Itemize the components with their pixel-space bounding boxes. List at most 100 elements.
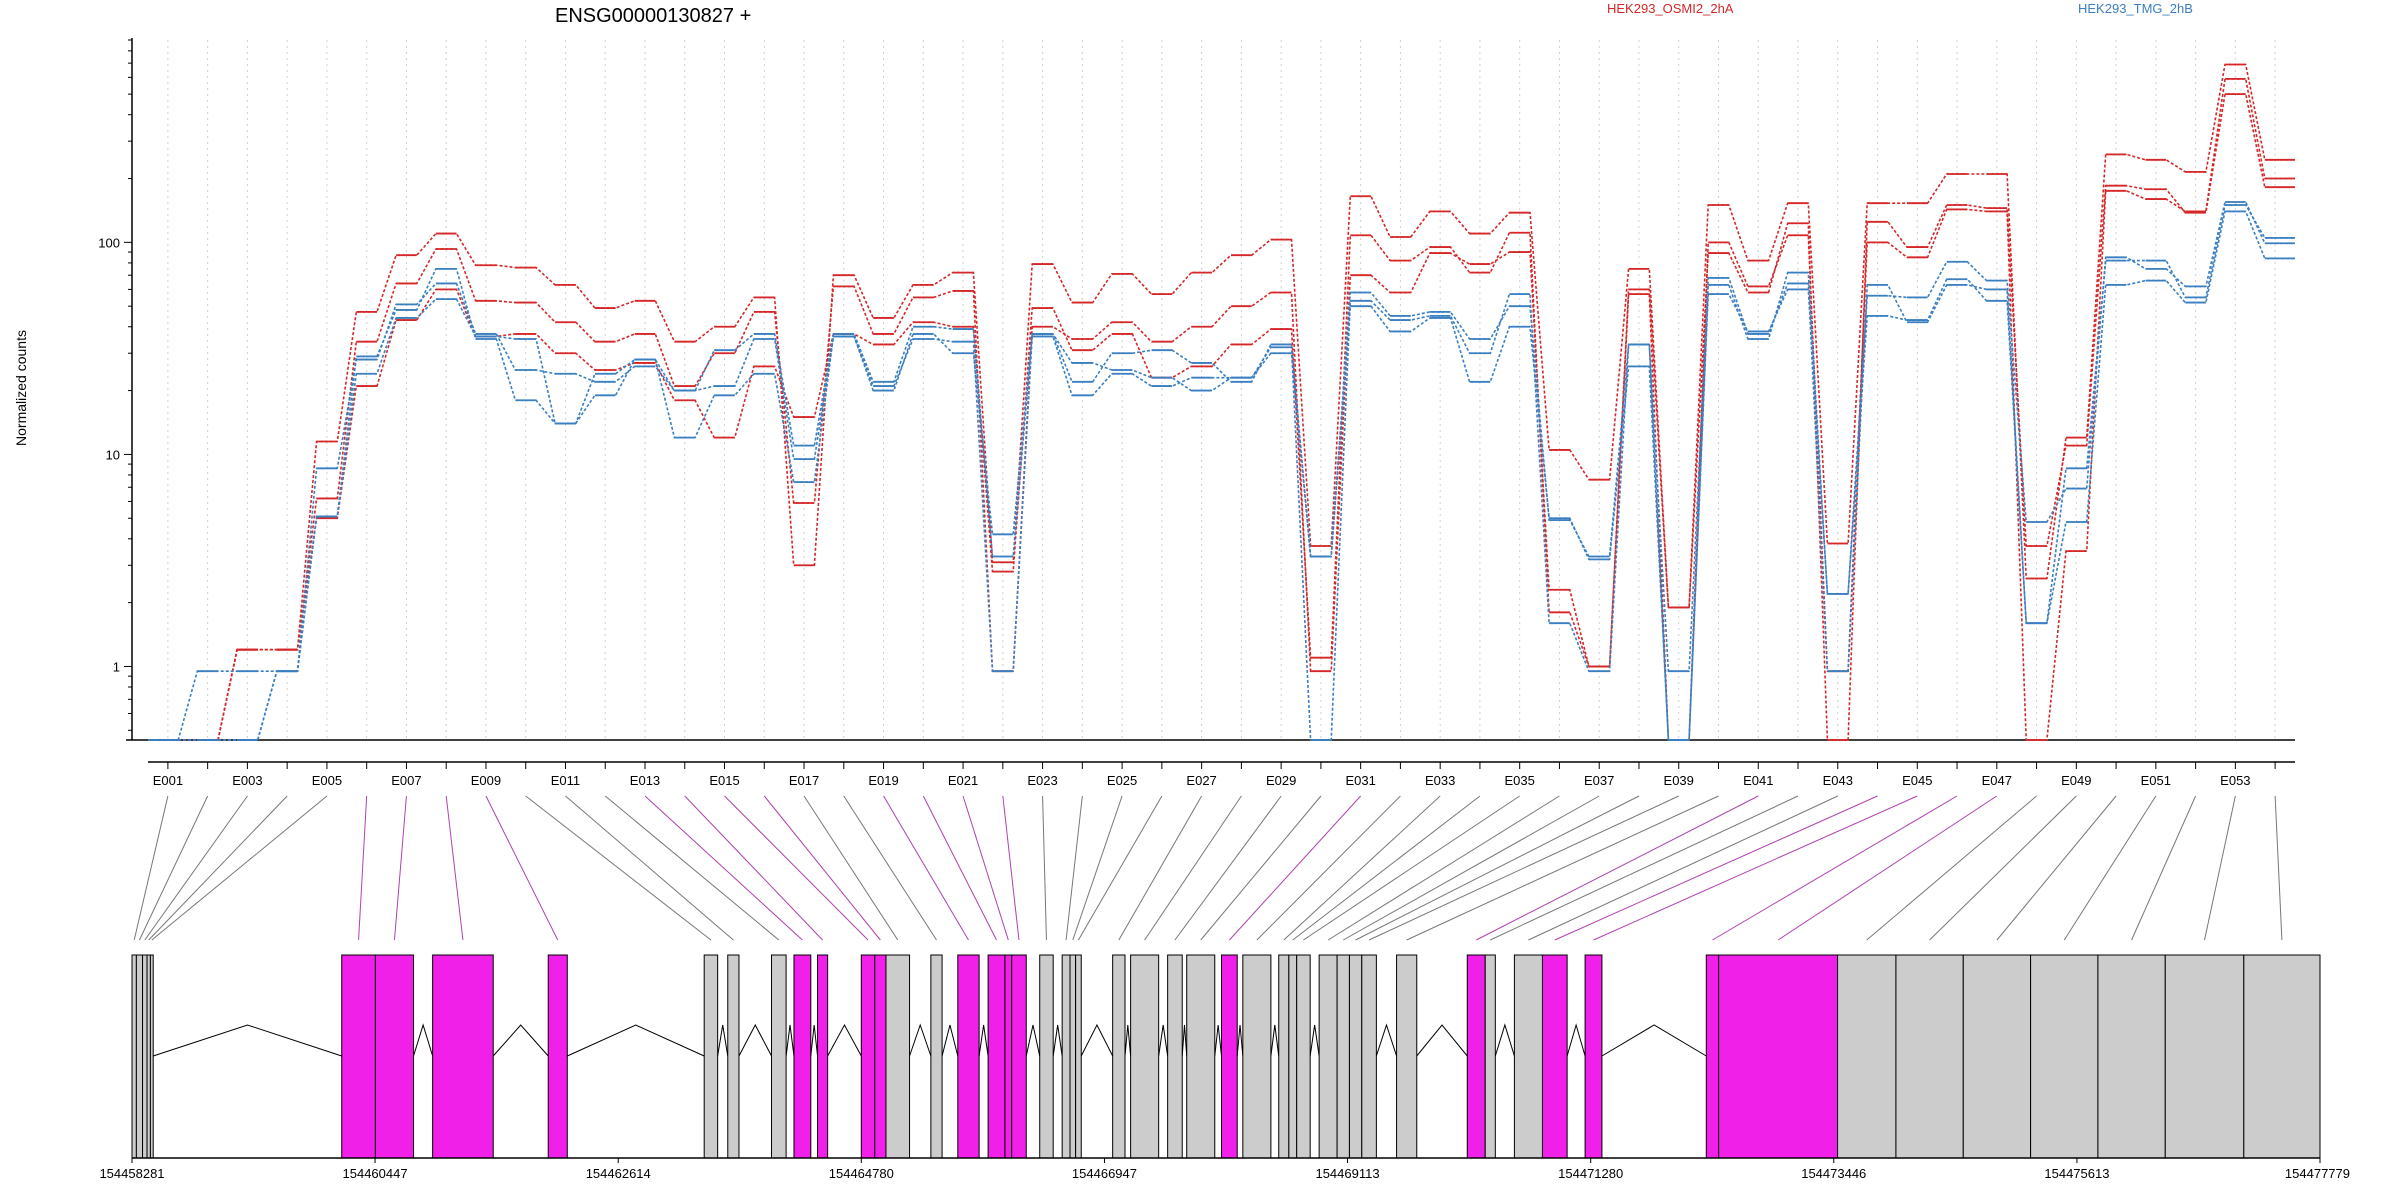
x-tick-label: E023: [1027, 773, 1057, 788]
exon-box-e046: [1705, 954, 1720, 1159]
series-line-6: [148, 204, 2295, 741]
connector-line: [763, 795, 881, 941]
connector-line: [151, 795, 328, 941]
coord-tick-label: 154462614: [586, 1166, 651, 1181]
connector-line: [1929, 795, 2077, 941]
connector-line: [1283, 795, 1441, 941]
intron: [810, 1024, 819, 1057]
connector-line: [1712, 795, 1958, 941]
x-tick-label: E035: [1505, 773, 1535, 788]
connector-line: [1303, 795, 1520, 941]
intron: [1236, 1024, 1244, 1057]
connector-line: [485, 795, 559, 941]
exon-box-e016: [874, 954, 887, 1159]
connector-line: [644, 795, 803, 941]
connector-line: [139, 795, 209, 941]
x-tick-label: E005: [312, 773, 342, 788]
connector-line: [1002, 795, 1020, 941]
connector-line: [1593, 795, 1918, 941]
exon-box-e037: [1336, 954, 1350, 1159]
connector-line: [803, 795, 899, 941]
x-axis-exon-bins: E001 E003 E005 E007 E009 E011 E013 E015 E017 E019…: [148, 761, 2295, 788]
exon-box-e051: [2030, 954, 2099, 1159]
connector-line: [962, 795, 1009, 941]
gene-model: [131, 954, 2321, 1159]
coord-tick-label: 154460447: [343, 1166, 408, 1181]
x-tick-label: E017: [789, 773, 819, 788]
connector-line: [1476, 795, 1759, 941]
intron: [827, 1023, 862, 1057]
connector-line: [883, 795, 969, 941]
coord-tick-label: 154458281: [99, 1166, 164, 1181]
coord-tick-label: 154473446: [1801, 1166, 1866, 1181]
exon-box-e008: [432, 954, 494, 1159]
exon-box-e038: [1348, 954, 1363, 1159]
connector-line: [1256, 795, 1401, 941]
x-tick-label: E043: [1823, 773, 1853, 788]
coord-tick-label: 154471280: [1558, 1166, 1623, 1181]
exon-box-e048: [1837, 954, 1897, 1159]
x-tick-label: E029: [1266, 773, 1296, 788]
connector-line: [2274, 795, 2283, 941]
exon-box-e001: [131, 954, 137, 1159]
exon-box-e024: [1061, 954, 1071, 1159]
y-tick-label: 1: [113, 659, 120, 674]
exon-box-e013: [793, 954, 812, 1159]
connector-line: [445, 795, 464, 941]
series-lines: [148, 63, 2295, 741]
connector-line: [1042, 795, 1047, 941]
exon-box-e039: [1361, 954, 1377, 1159]
coord-tick-label: 154475613: [2044, 1166, 2109, 1181]
exon-box-e010: [703, 954, 719, 1159]
connector-line: [1174, 795, 1282, 941]
x-tick-label: E009: [471, 773, 501, 788]
exon-box-e053: [2164, 954, 2245, 1159]
connector-line: [1490, 795, 1799, 941]
x-tick-label: E019: [868, 773, 898, 788]
connector-line: [724, 795, 869, 941]
x-tick-label: E049: [2061, 773, 2091, 788]
connector-line: [133, 795, 169, 941]
exon-box-e017: [885, 954, 911, 1159]
intron: [1158, 1024, 1169, 1057]
exon-box-e035: [1296, 954, 1311, 1159]
x-tick-label: E031: [1345, 773, 1375, 788]
intron: [492, 1024, 549, 1057]
intron: [785, 1024, 795, 1057]
connector-line: [1343, 795, 1600, 941]
exon-box-e054: [2243, 954, 2321, 1159]
x-tick-label: E041: [1743, 773, 1773, 788]
exon-box-e022: [1011, 954, 1027, 1159]
y-axis-label: Normalized counts: [13, 330, 29, 446]
exon-box-e029: [1167, 954, 1183, 1159]
exon-box-e002: [135, 954, 144, 1159]
x-tick-label: E011: [551, 773, 580, 788]
intron: [1124, 1024, 1132, 1057]
exon-box-e034: [1288, 954, 1298, 1159]
connector-line: [1355, 795, 1640, 941]
intron: [1601, 1024, 1707, 1057]
exon-box-e019: [957, 954, 980, 1159]
exon-box-e041: [1466, 954, 1486, 1159]
exon-box-e021: [1004, 954, 1013, 1159]
chart-title: ENSG00000130827 +: [555, 5, 751, 27]
y-tick-label: 100: [98, 235, 120, 250]
coord-tick-label: 154469113: [1315, 1166, 1379, 1181]
connector-line: [1406, 795, 1719, 941]
intron: [941, 1024, 959, 1057]
exon-box-e030: [1186, 954, 1216, 1159]
intron: [717, 1024, 729, 1057]
exon-box-e007: [374, 954, 415, 1159]
connector-line: [1072, 795, 1123, 941]
connector-line: [1144, 795, 1242, 941]
exon-box-e045: [1584, 954, 1603, 1159]
exon-box-e009: [547, 954, 568, 1159]
connector-line: [684, 795, 823, 941]
intron: [1566, 1023, 1586, 1057]
series-line-2: [148, 63, 2295, 741]
intron: [909, 1023, 932, 1057]
x-tick-label: E007: [391, 773, 421, 788]
connector-line: [1078, 795, 1163, 941]
connector-line: [2131, 795, 2197, 941]
exon-box-e006: [341, 954, 376, 1159]
